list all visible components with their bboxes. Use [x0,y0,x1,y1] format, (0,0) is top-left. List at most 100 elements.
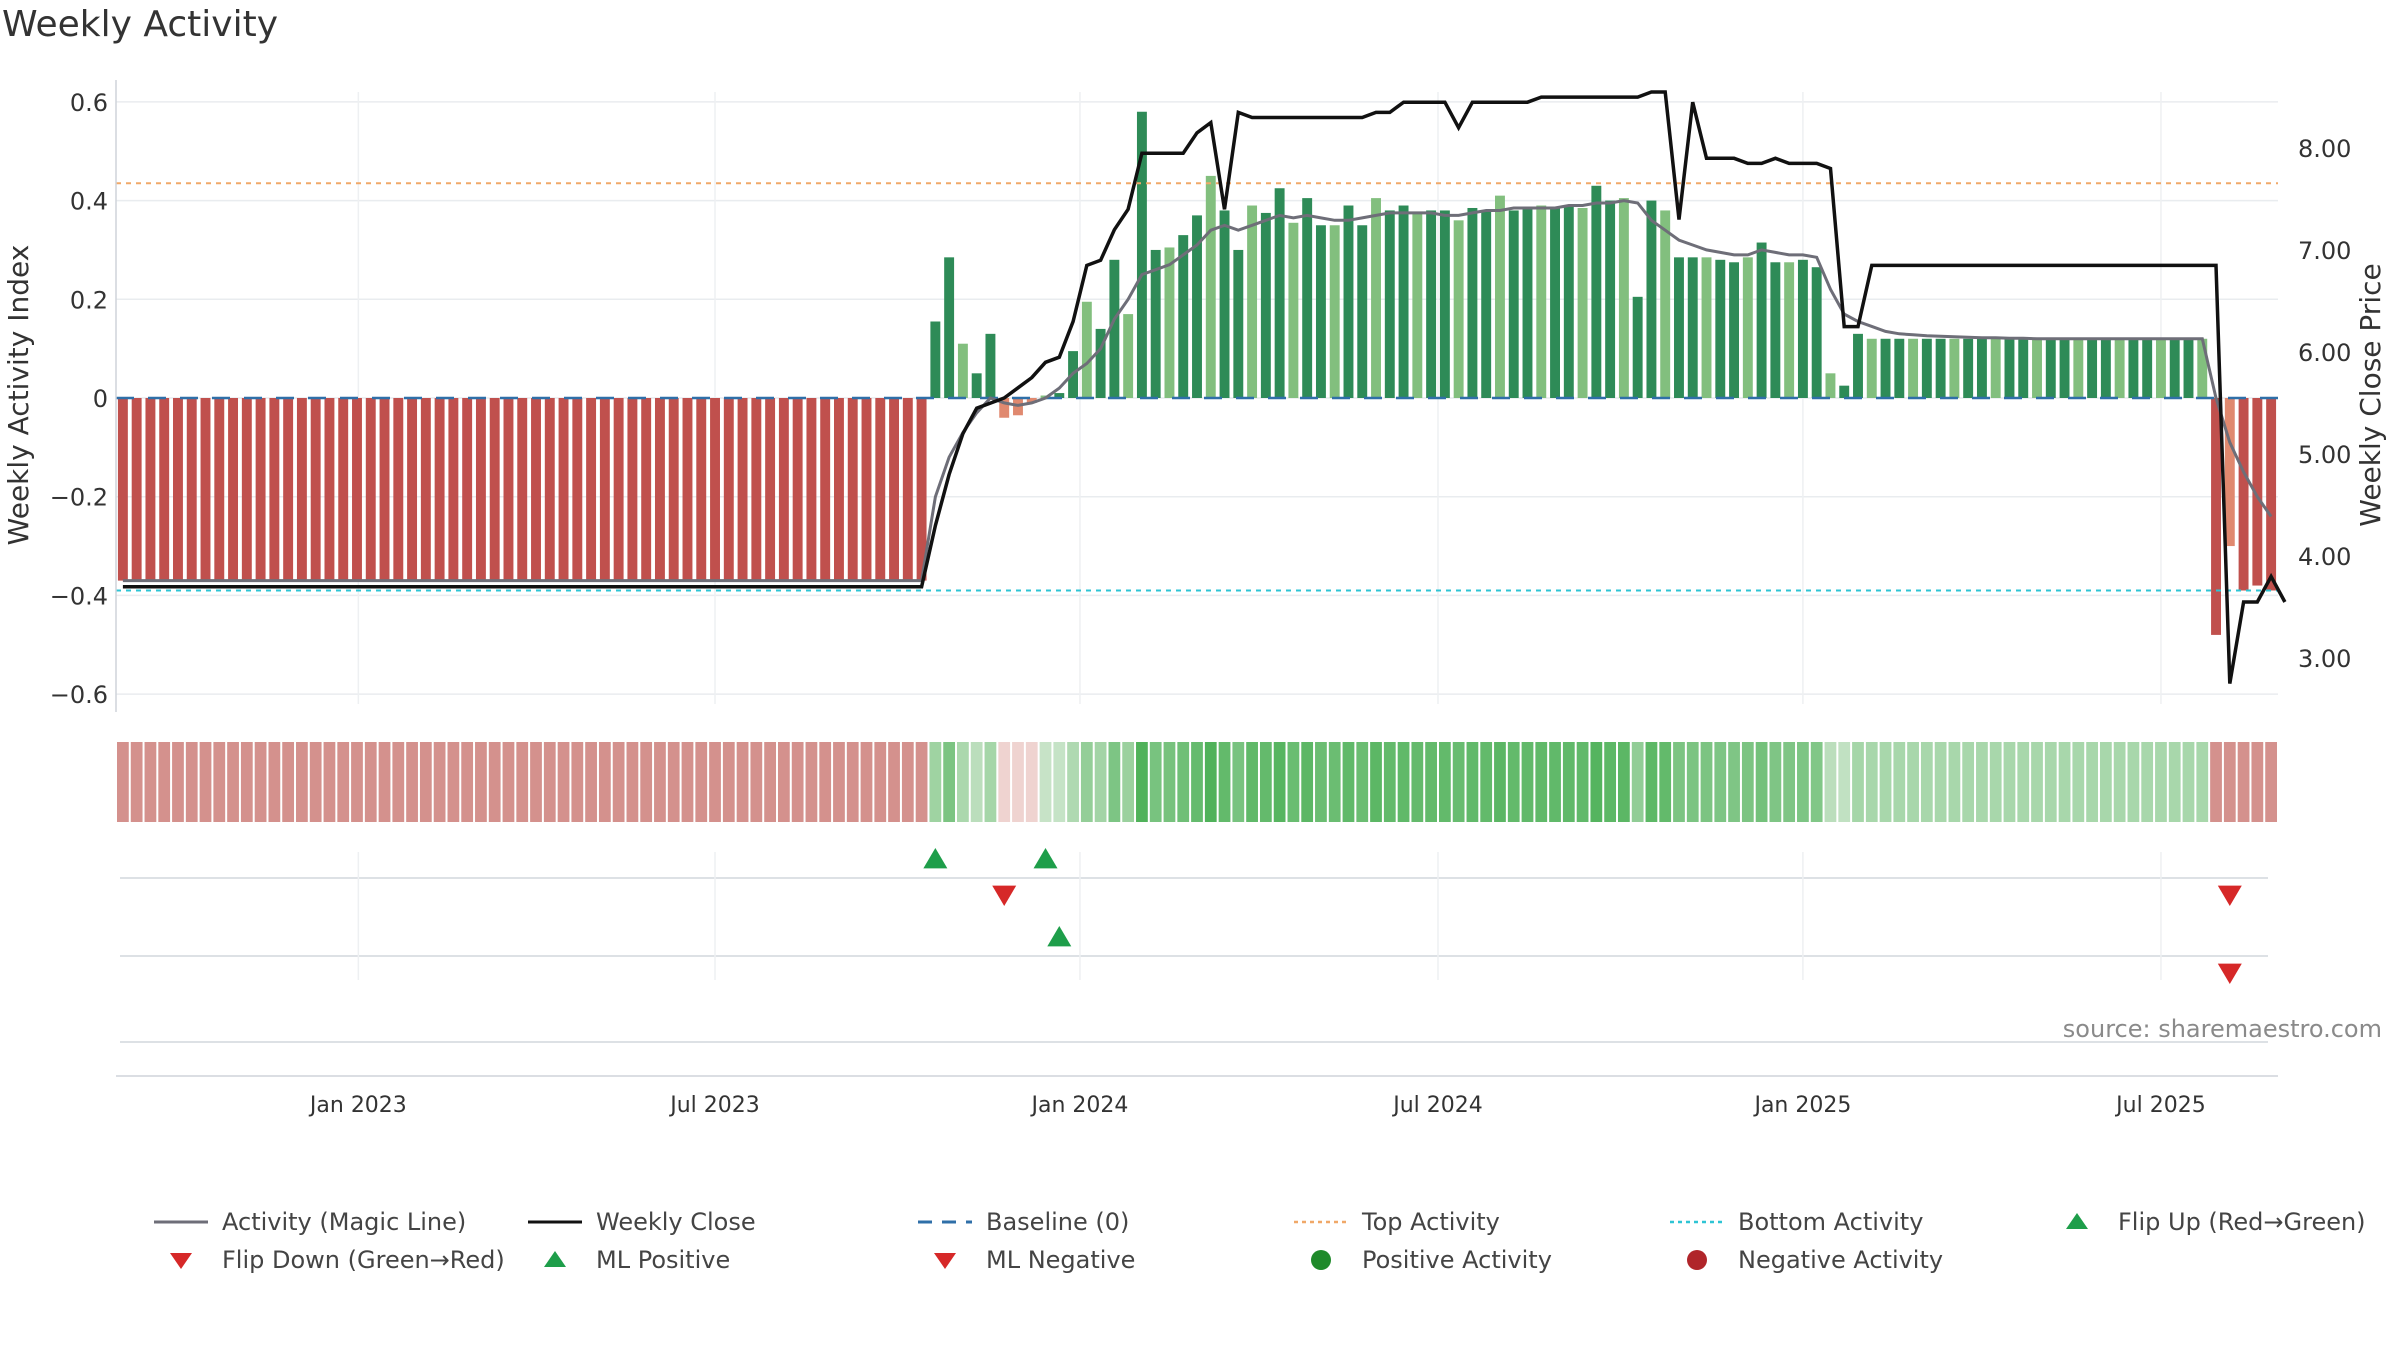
activity-bar [2155,338,2166,398]
activity-bar [2045,338,2056,398]
activity-bar [627,398,638,581]
triangle-icon [150,1248,212,1272]
activity-bar [2018,338,2029,398]
heat-cell [681,742,694,822]
heat-cell [1604,742,1617,822]
heat-cell [461,742,474,822]
activity-bar [407,398,418,581]
flip-down-marker [992,885,1017,906]
activity-bar [186,398,197,581]
activity-bar [2004,338,2015,398]
heat-cell [351,742,363,822]
heat-cell [1273,742,1286,822]
activity-bar [255,398,266,581]
source-credit: source: sharemaestro.com [2062,1015,2382,1043]
heat-cell [1659,742,1672,822]
activity-bar [1412,212,1423,398]
activity-bars [117,111,2277,635]
activity-bar [985,333,996,398]
activity-bar [462,398,473,581]
activity-bar [572,398,583,581]
heat-cell [2072,742,2085,822]
ml-positive-marker [1047,926,1072,947]
legend-label: ML Negative [986,1246,1136,1274]
activity-bar [1729,262,1740,398]
heat-cell [213,742,226,822]
x-tick-label: Jul 2025 [2114,1093,2206,1118]
activity-bar [641,398,652,581]
heat-cell [1769,742,1782,822]
activity-bar [723,398,734,581]
heat-cell [172,742,184,822]
activity-bar [2073,338,2084,398]
heat-cell [846,742,859,822]
heat-cell [392,742,405,822]
heat-cell [1411,742,1424,822]
heat-cell [1893,742,1906,822]
heat-cell [943,742,956,822]
heat-cell [1328,742,1341,822]
heat-cell [309,742,322,822]
activity-bar [889,398,900,581]
activity-bar [1123,314,1134,398]
heat-cell [709,742,721,822]
activity-bar [737,398,748,581]
heat-cell [1989,742,2002,822]
heat-cell [1136,742,1148,822]
heat-cell [791,742,804,822]
heat-cell [1714,742,1727,822]
y2-tick-label: 7.00 [2298,237,2351,265]
activity-bar [1371,198,1381,398]
activity-bar [1384,210,1395,398]
series-lines [122,90,2287,684]
activity-bar [1494,195,1505,398]
activity-bar [806,398,817,581]
heat-cell [2031,742,2043,822]
legend-item: Weekly Close [524,1208,756,1236]
activity-bar [1302,198,1313,398]
activity-bar [586,398,597,581]
activity-bar [434,398,445,581]
heat-cell [1246,742,1258,822]
activity-bar [393,398,404,581]
activity-bar [117,398,128,581]
line-swatch-icon [914,1210,976,1234]
y-axis-title: Weekly Activity Index [2,245,35,546]
activity-bar [834,398,844,581]
activity-bar [1660,210,1671,398]
activity-bar [241,398,252,581]
legend-item: Flip Up (Red→Green) [2046,1208,2366,1236]
heat-cell [598,742,611,822]
heat-cell [1452,742,1465,822]
heat-cell [915,742,928,822]
heat-cell [1562,742,1575,822]
activity-bar [902,398,913,581]
activity-bar [1233,249,1244,398]
activity-bar [599,398,610,581]
heat-cell [860,742,873,822]
heat-cell [695,742,708,822]
activity-bar [2224,398,2235,547]
legend-item: Top Activity [1290,1208,1500,1236]
legend-label: Activity (Magic Line) [222,1208,467,1236]
heat-cell [1480,742,1493,822]
activity-bar [269,398,280,581]
activity-bar [2266,398,2277,591]
legend-label: ML Positive [596,1246,731,1274]
activity-bar [1935,338,1946,398]
heat-cell [2210,742,2222,822]
activity-bar [365,398,376,581]
axes: −0.6 −0.4 −0.2 0 0.2 0.4 0.6 3.00 4.00 5.00 6.00 7.… [2,80,2387,1118]
activity-bar [1026,398,1037,403]
y2-tick-label: 4.00 [2298,543,2351,571]
heat-cell [1204,742,1217,822]
heat-cell [1232,742,1245,822]
heat-cell [2017,742,2030,822]
activity-bar [1825,373,1836,398]
heat-cell [1370,742,1382,822]
activity-bar [2032,338,2042,398]
activity-bar [971,373,982,398]
activity-bar [2087,338,2098,398]
heat-cell [1645,742,1658,822]
